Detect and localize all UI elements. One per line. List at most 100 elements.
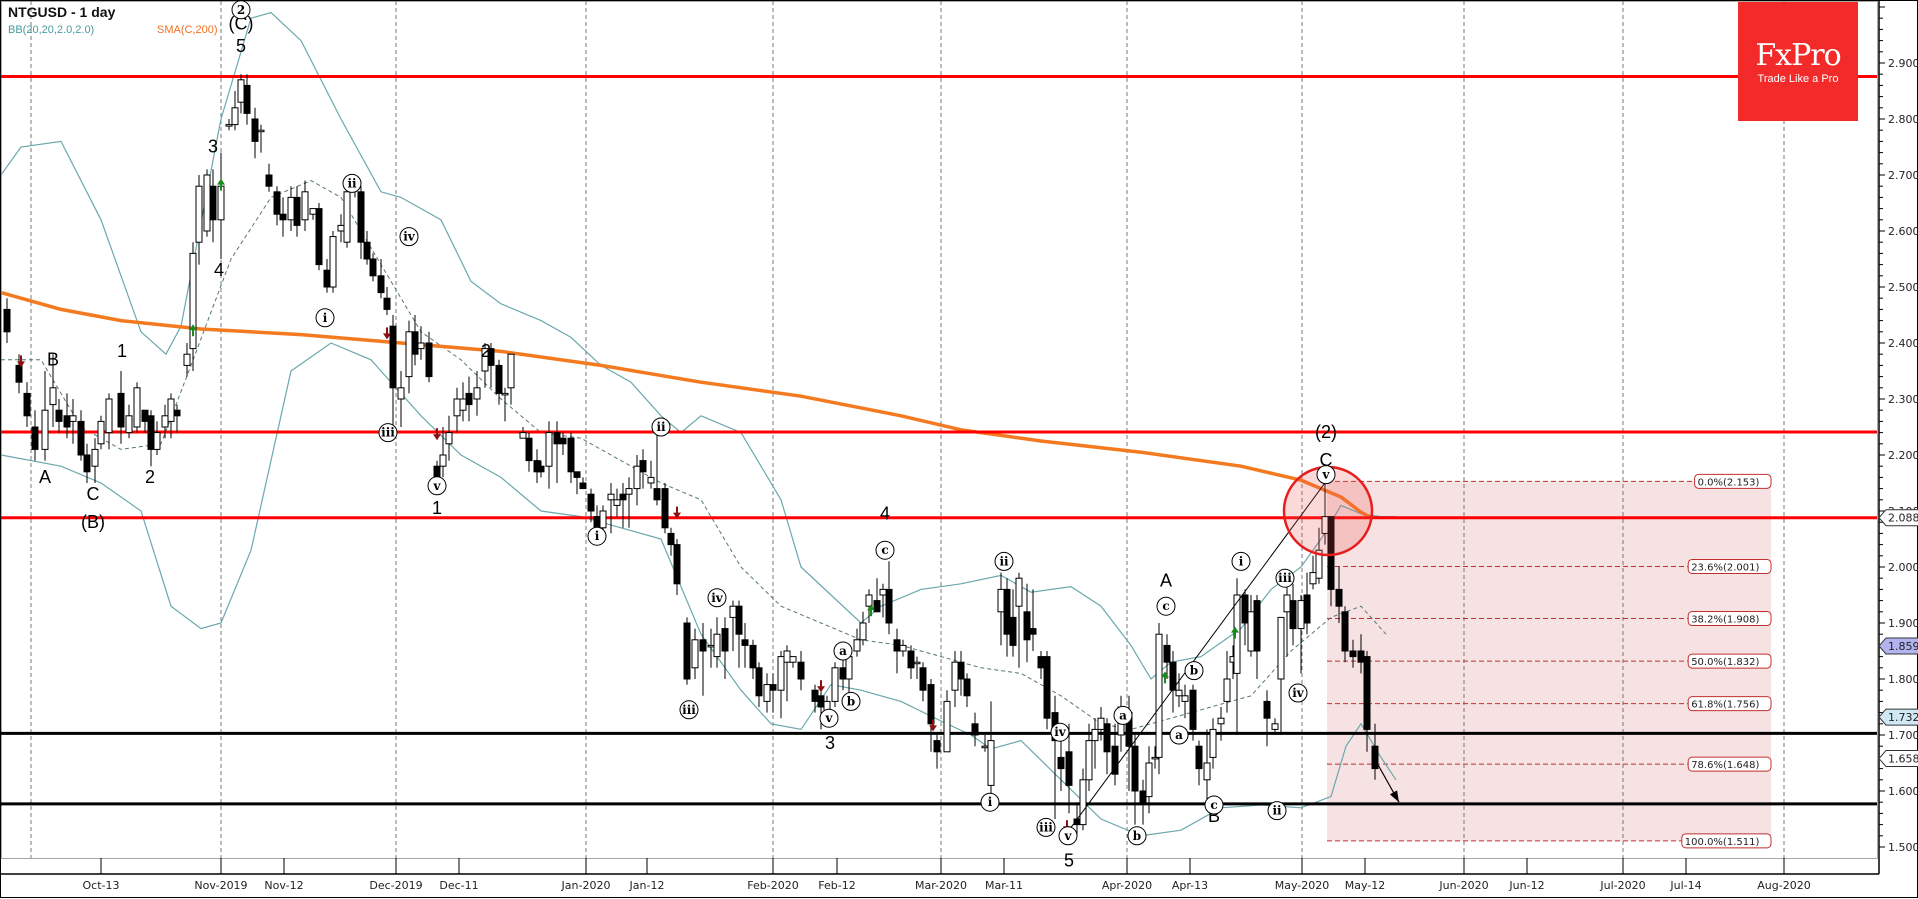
candle-bearish	[147, 415, 155, 450]
trendline	[1068, 479, 1328, 831]
candle-bearish	[23, 392, 31, 417]
candle-bullish	[301, 191, 309, 221]
candle-bullish	[1247, 611, 1255, 652]
wave-sublabel: iii	[1039, 820, 1053, 834]
candle-bullish	[257, 129, 265, 133]
candle-bullish	[853, 639, 861, 652]
candle-bearish	[927, 684, 935, 725]
candle-bearish	[1303, 594, 1311, 624]
bollinger-middle-band	[1, 180, 1387, 730]
wave-sublabel: i	[595, 529, 600, 543]
x-tick-label: Jun-2020	[1438, 879, 1488, 892]
wave-sublabel: ii	[1272, 804, 1282, 818]
wave-sublabel: iv	[1054, 725, 1067, 739]
y-tick-label: 2.300	[1888, 393, 1918, 406]
sma-legend: SMA(C,200)	[157, 24, 218, 36]
vertical-gridlines	[30, 1, 1785, 858]
candle-bearish	[209, 185, 217, 221]
candle-bullish	[1097, 717, 1105, 730]
candle-bearish	[587, 493, 595, 512]
wave-sublabel: c	[881, 543, 888, 557]
candle-bearish	[653, 488, 661, 501]
candle-bearish	[1057, 756, 1065, 770]
arrow-down-icon	[17, 361, 25, 368]
price-marker-label: 1.658	[1888, 753, 1918, 766]
candle-bearish	[919, 667, 927, 691]
candle-bullish	[453, 398, 461, 417]
fib-label-box	[1687, 653, 1772, 669]
candle-bullish	[789, 656, 797, 663]
arrow-down-icon	[929, 725, 937, 732]
candle-bearish	[63, 415, 71, 428]
candle-bearish	[425, 342, 433, 378]
candle-bearish	[1253, 600, 1261, 652]
x-tick-label: Jul-14	[1669, 879, 1701, 892]
candle-bearish	[755, 667, 763, 697]
wave-sublabel: b	[1133, 829, 1141, 843]
wave-circle	[1156, 596, 1176, 616]
candle-bullish	[417, 342, 425, 350]
candle-bullish	[507, 353, 515, 389]
wave-circle	[1058, 826, 1078, 846]
wave-sublabel: a	[839, 644, 847, 658]
price-marker	[1878, 509, 1918, 527]
price-marker	[1878, 708, 1918, 726]
arrow-up-icon	[189, 324, 197, 331]
fib-label: 38.2%(1.908)	[1691, 615, 1759, 626]
x-tick-label: Mar-2020	[915, 879, 967, 892]
candle-bearish	[971, 723, 979, 736]
candle-bearish	[389, 325, 397, 389]
wave-label: 1	[432, 498, 442, 518]
fib-label-box	[1681, 833, 1772, 849]
fib-label-box	[1687, 611, 1772, 627]
candle-bullish	[1085, 740, 1093, 781]
candle-bearish	[797, 661, 805, 680]
candle-bullish	[1315, 549, 1323, 579]
candle-bullish	[607, 493, 615, 501]
candle-bullish	[1091, 728, 1099, 742]
candle-bullish	[987, 740, 995, 786]
y-tick-label: 2.600	[1888, 225, 1918, 238]
x-tick-label: Feb-12	[818, 879, 855, 892]
fib-label: 50.0%(1.832)	[1691, 657, 1759, 668]
wave-circle	[1050, 722, 1070, 742]
candle-bullish	[1271, 723, 1279, 730]
candle-bearish	[741, 639, 749, 646]
price-marker	[1878, 750, 1918, 768]
logo-brand: FxPro	[1755, 38, 1841, 73]
wave-label: (B)	[81, 512, 105, 532]
candle-bullish	[439, 454, 447, 467]
fib-label: 78.6%(1.648)	[1691, 760, 1759, 771]
wave-circle	[315, 308, 335, 328]
y-tick-label: 1.800	[1888, 673, 1918, 686]
horizontal-levels	[1, 74, 1877, 806]
candle-bearish	[1327, 516, 1335, 590]
fib-label: 61.8%(1.756)	[1691, 700, 1759, 711]
candle-bearish	[377, 275, 385, 294]
y-tick-label: 2.700	[1888, 169, 1918, 182]
y-tick-label: 2.800	[1888, 113, 1918, 126]
wave-sublabel: 2	[237, 3, 245, 17]
candle-bearish	[667, 532, 675, 546]
candle-bullish	[105, 398, 113, 434]
candle-bearish	[1003, 588, 1011, 635]
wave-sublabel: v	[433, 479, 442, 493]
fib-label-box	[1694, 473, 1772, 489]
arrow-up-icon	[217, 178, 225, 185]
candle-bearish	[1189, 689, 1197, 730]
candle-bullish	[647, 476, 655, 484]
candle-bearish	[77, 420, 85, 456]
candle-bullish	[473, 387, 481, 400]
chart-title: NTGUSD - 1 day	[8, 4, 116, 20]
candle-bearish	[593, 516, 601, 529]
wave-sublabel: v	[1064, 829, 1073, 843]
wave-label: (2)	[1315, 422, 1337, 442]
candle-bearish	[525, 437, 533, 462]
wave-circle	[1288, 683, 1308, 703]
candle-bullish	[707, 644, 715, 648]
wave-sublabel: iv	[1292, 686, 1305, 700]
candle-bearish	[243, 84, 251, 114]
wave-circle	[231, 1, 251, 20]
